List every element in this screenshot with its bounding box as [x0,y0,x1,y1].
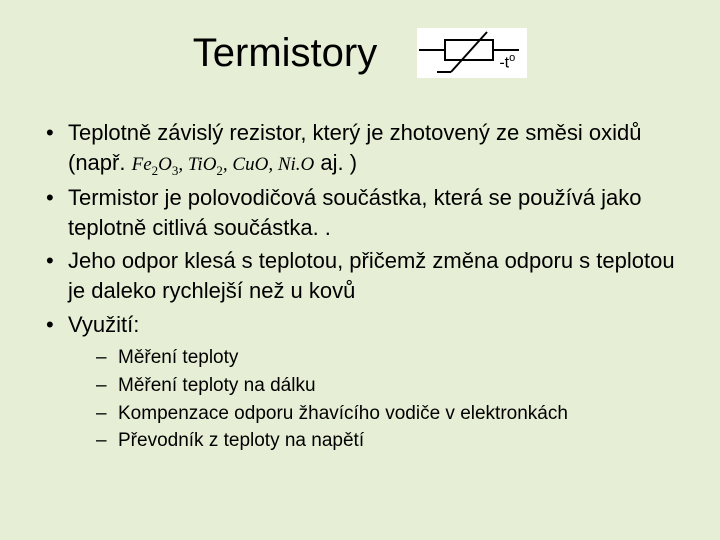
sub-bullet-item: Měření teploty [94,345,680,371]
sub-bullet-list: Měření teploty Měření teploty na dálku K… [68,345,680,454]
oxide-formula: Fe2O3, TiO2, CuO, Ni.O [132,154,315,175]
bullet-item: Termistor je polovodičová součástka, kte… [40,183,680,242]
sub-bullet-text: Kompenzace odporu žhavícího vodiče v ele… [118,403,568,424]
bullet-text: Termistor je polovodičová součástka, kte… [68,185,642,240]
bullet-text: aj. ) [314,150,357,175]
symbol-label: -to [499,52,515,72]
sub-bullet-item: Kompenzace odporu žhavícího vodiče v ele… [94,401,680,427]
sub-bullet-item: Měření teploty na dálku [94,373,680,399]
page-title: Termistory [193,31,377,76]
sub-bullet-text: Převodník z teploty na napětí [118,430,364,451]
bullet-item: Teplotně závislý rezistor, který je zhot… [40,118,680,179]
title-row: Termistory -to [40,28,680,78]
content-area: Teplotně závislý rezistor, který je zhot… [40,118,680,454]
bullet-item: Jeho odpor klesá s teplotou, přičemž změ… [40,246,680,305]
main-bullet-list: Teplotně závislý rezistor, který je zhot… [40,118,680,454]
sub-bullet-item: Převodník z teploty na napětí [94,428,680,454]
sub-bullet-text: Měření teploty [118,347,238,368]
bullet-text: Jeho odpor klesá s teplotou, přičemž změ… [68,248,675,303]
bullet-item: Využití: Měření teploty Měření teploty n… [40,310,680,454]
slide: Termistory -to Teplotně závislý rezistor… [0,0,720,540]
thermistor-symbol: -to [417,28,527,78]
sub-bullet-text: Měření teploty na dálku [118,375,316,396]
bullet-text: Využití: [68,312,139,337]
